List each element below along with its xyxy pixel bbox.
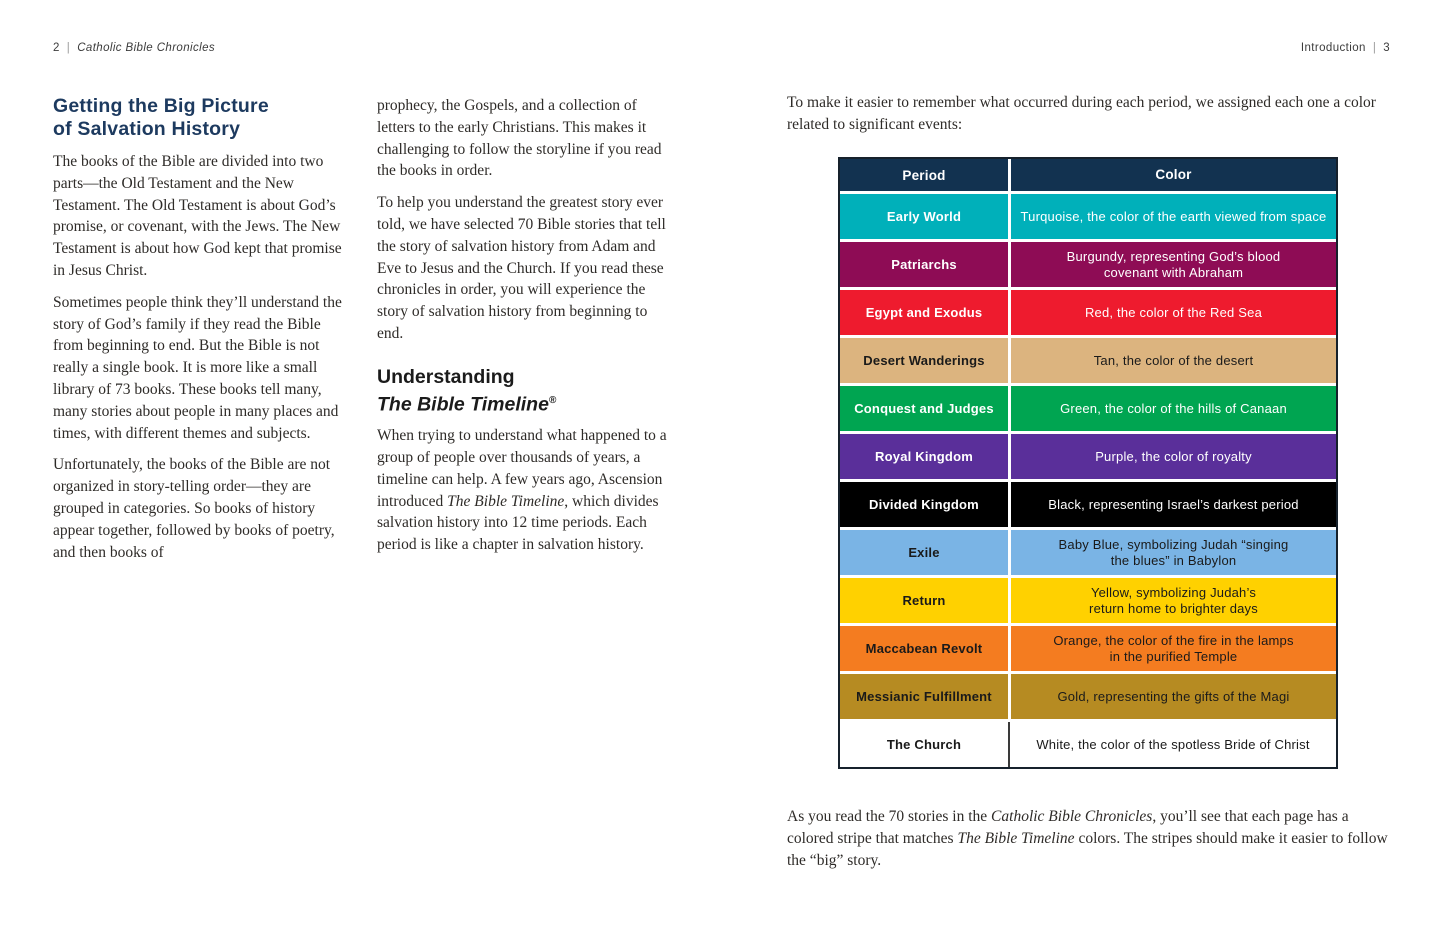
header-separator: | xyxy=(1372,42,1377,54)
table-row: Early World Turquoise, the color of the … xyxy=(840,194,1336,239)
period-header-cell: Period xyxy=(840,159,1008,191)
paragraph: Unfortunately, the books of the Bible ar… xyxy=(53,456,335,561)
color-desc-cell: Gold, representing the gifts of the Magi xyxy=(1011,674,1336,719)
table-row: Conquest and Judges Green, the color of … xyxy=(840,386,1336,431)
left-column: Getting the Big Picture of Salvation His… xyxy=(53,95,343,573)
running-head-right: Introduction | 3 xyxy=(1301,42,1390,54)
middle-column: prophecy, the Gospels, and a collection … xyxy=(377,95,669,566)
right-page-intro: To make it easier to remember what occur… xyxy=(787,92,1391,146)
paragraph: When trying to understand what happened … xyxy=(377,425,669,556)
period-cell: Divided Kingdom xyxy=(840,482,1008,527)
registered-mark: ® xyxy=(548,394,557,406)
period-cell: The Church xyxy=(840,722,1008,767)
section-title: Introduction xyxy=(1300,42,1366,54)
table-row: Divided Kingdom Black, representing Isra… xyxy=(840,482,1336,527)
period-cell: Royal Kingdom xyxy=(840,434,1008,479)
table-row: Maccabean Revolt Orange, the color of th… xyxy=(840,626,1336,671)
table-row: Egypt and Exodus Red, the color of the R… xyxy=(840,290,1336,335)
color-desc-cell: Yellow, symbolizing Judah’s return home … xyxy=(1011,578,1336,623)
page-number-right: 3 xyxy=(1383,42,1390,54)
paragraph: To make it easier to remember what occur… xyxy=(787,94,1376,133)
period-cell: Conquest and Judges xyxy=(840,386,1008,431)
table-row: The Church White, the color of the spotl… xyxy=(840,722,1336,767)
period-cell: Return xyxy=(840,578,1008,623)
period-cell: Maccabean Revolt xyxy=(840,626,1008,671)
text-run: , which divides salvation history into 1… xyxy=(377,492,659,554)
text-run: When trying to understand what happened … xyxy=(377,427,667,510)
table-header-row: Period Color xyxy=(840,159,1336,191)
paragraph: To help you understand the greatest stor… xyxy=(377,194,666,342)
period-cell: Egypt and Exodus xyxy=(840,290,1008,335)
table-row: Desert Wanderings Tan, the color of the … xyxy=(840,338,1336,383)
color-desc-cell: White, the color of the spotless Bride o… xyxy=(1008,722,1336,767)
page-title-line2: of Salvation History xyxy=(53,118,241,140)
section-heading-line1: Understanding xyxy=(377,365,515,388)
color-header-cell: Color xyxy=(1011,159,1336,191)
running-head-left: 2 | Catholic Bible Chronicles xyxy=(53,42,215,54)
right-page-outro: As you read the 70 stories in the Cathol… xyxy=(787,806,1391,881)
italic-text-run: The Bible Timeline xyxy=(957,829,1075,847)
text-run: As you read the 70 stories in the xyxy=(787,808,992,825)
color-desc-cell: Baby Blue, symbolizing Judah “singing th… xyxy=(1011,530,1336,575)
color-desc-cell: Burgundy, representing God’s blood coven… xyxy=(1011,242,1336,287)
period-cell: Messianic Fulfillment xyxy=(840,674,1008,719)
table-row: Patriarchs Burgundy, representing God’s … xyxy=(840,242,1336,287)
color-desc-cell: Green, the color of the hills of Canaan xyxy=(1011,386,1336,431)
period-cell: Patriarchs xyxy=(840,242,1008,287)
period-cell: Exile xyxy=(840,530,1008,575)
color-desc-cell: Orange, the color of the fire in the lam… xyxy=(1011,626,1336,671)
section-heading-line2: The Bible Timeline xyxy=(377,393,549,416)
page-title: Getting the Big Picture of Salvation His… xyxy=(53,95,343,141)
color-desc-cell: Tan, the color of the desert xyxy=(1011,338,1336,383)
italic-text-run: The Bible Timeline xyxy=(447,492,565,510)
period-cell: Early World xyxy=(840,194,1008,239)
table-row: Royal Kingdom Purple, the color of royal… xyxy=(840,434,1336,479)
color-desc-cell: Purple, the color of royalty xyxy=(1011,434,1336,479)
paragraph: The books of the Bible are divided into … xyxy=(53,153,342,279)
page-number-left: 2 xyxy=(53,42,60,54)
table-row: Exile Baby Blue, symbolizing Judah “sing… xyxy=(840,530,1336,575)
color-desc-cell: Turquoise, the color of the earth viewed… xyxy=(1011,194,1336,239)
paragraph: Sometimes people think they’ll understan… xyxy=(53,293,342,442)
color-desc-cell: Black, representing Israel’s darkest per… xyxy=(1011,482,1336,527)
paragraph: prophecy, the Gospels, and a collection … xyxy=(377,97,662,180)
header-separator: | xyxy=(66,42,71,54)
text-run: , you’ll see that each page has a colore… xyxy=(787,808,1349,847)
section-heading: Understanding The Bible Timeline® xyxy=(377,366,669,417)
table-row: Messianic Fulfillment Gold, representing… xyxy=(840,674,1336,719)
table-row: Return Yellow, symbolizing Judah’s retur… xyxy=(840,578,1336,623)
color-desc-cell: Red, the color of the Red Sea xyxy=(1011,290,1336,335)
italic-text-run: Catholic Bible Chronicles xyxy=(991,808,1153,825)
paragraph: As you read the 70 stories in the Cathol… xyxy=(787,806,1391,871)
page-title-line1: Getting the Big Picture xyxy=(53,95,269,117)
book-title: Catholic Bible Chronicles xyxy=(77,42,216,54)
text-run: colors. The stripes should make it easie… xyxy=(787,829,1388,869)
period-cell: Desert Wanderings xyxy=(840,338,1008,383)
timeline-color-table: Period Color Early World Turquoise, the … xyxy=(838,157,1338,769)
